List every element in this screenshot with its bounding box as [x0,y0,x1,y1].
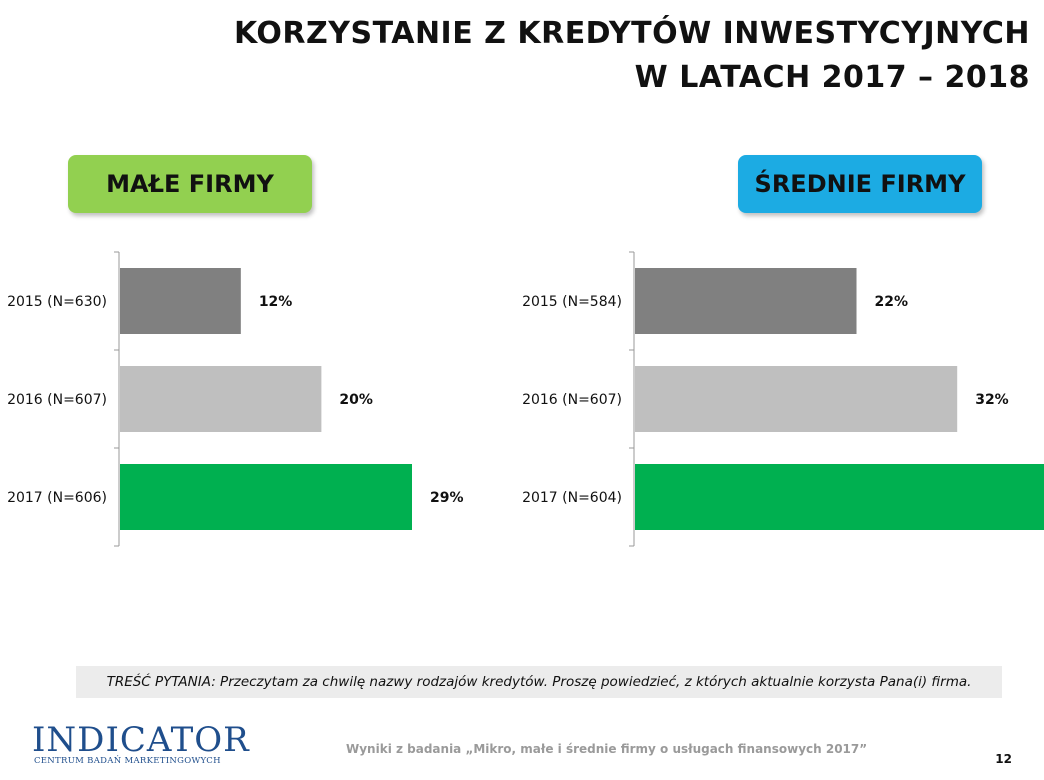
value-label-2: 29% [430,490,464,506]
page-title-line1: KORZYSTANIE Z KREDYTÓW INWESTYCYJNYCH [234,16,1030,51]
logo-subtitle: CENTRUM BADAŃ MARKETINGOWYCH [34,756,221,766]
logo-name: INDICATOR [32,720,250,760]
bar-2 [635,464,1044,530]
category-label-2: 2017 (N=604) [522,490,622,506]
question-text: TREŚĆ PYTANIA: Przeczytam za chwilę nazw… [76,666,1002,698]
medium-firms-badge: ŚREDNIE FIRMY [738,155,982,213]
bar-0 [635,268,857,334]
category-label-1: 2016 (N=607) [522,392,622,408]
bar-0 [120,268,241,334]
value-label-0: 12% [259,294,293,310]
page-title-line2: W LATACH 2017 – 2018 [634,60,1030,95]
category-label-1: 2016 (N=607) [7,392,107,408]
value-label-0: 22% [875,294,909,310]
category-label-0: 2015 (N=584) [522,294,622,310]
category-label-0: 2015 (N=630) [7,294,107,310]
page-title: KORZYSTANIE Z KREDYTÓW INWESTYCYJNYCH W … [234,12,1030,100]
bar-1 [635,366,958,432]
small-firms-chart: 2015 (N=630) 12% 2016 (N=607) 20% 2017 (N=60… [7,251,464,547]
value-label-1: 20% [339,392,373,408]
indicator-logo: INDICATOR CENTRUM BADAŃ MARKETINGOWYCH [32,722,252,772]
footer-source: Wyniki z badania „Mikro, małe i średnie … [346,742,868,756]
value-label-1: 32% [975,392,1009,408]
bar-1 [120,366,322,432]
medium-firms-chart: 2015 (N=584) 22% 2016 (N=607) 32% 2017 (N=60… [522,251,1044,547]
bar-2 [120,464,412,530]
category-label-2: 2017 (N=606) [7,490,107,506]
small-firms-badge: MAŁE FIRMY [68,155,312,213]
page-number: 12 [995,752,1012,766]
